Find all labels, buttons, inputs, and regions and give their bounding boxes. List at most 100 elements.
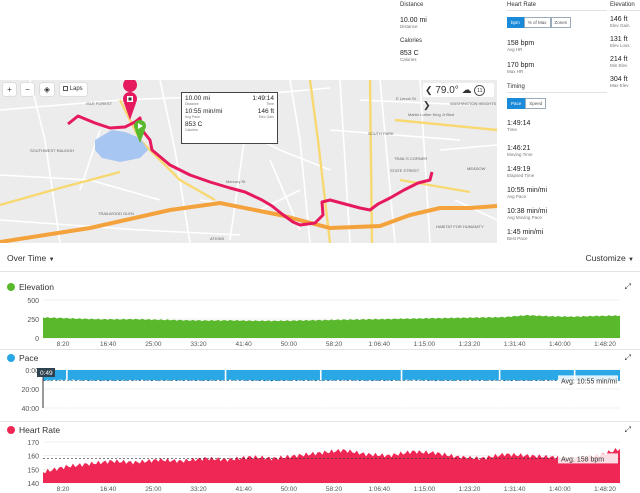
timing-row: 1:45 min/mi Best Pace — [507, 229, 607, 250]
hr-tab-percent-max[interactable]: % of Max — [523, 17, 551, 28]
place-southwest-raleigh: SOUTHWEST RALEIGH — [30, 148, 74, 153]
timing-tab-speed[interactable]: Speed — [525, 98, 547, 109]
expand-icon[interactable]: ⤢ — [624, 353, 631, 362]
pace-legend-dot — [7, 354, 15, 362]
x-tick-label: 1:40:00 — [549, 341, 571, 348]
avg-label-box — [558, 453, 618, 464]
timing-header: Timing — [507, 82, 607, 93]
elevation-chart: 500 250 0 8:20 16:40 25:00 33:20 41:40 50:00 58:2… — [27, 298, 620, 348]
timing-row: 1:46:21 Moving Time — [507, 145, 607, 166]
street-e-lenoir: E Lenoir St — [396, 96, 417, 101]
over-time-dropdown[interactable]: Over Time ▼ — [7, 253, 55, 263]
avg-pace-label: Avg Pace — [507, 194, 527, 199]
elev-loss-label: Elev Loss — [610, 43, 630, 48]
hr-tab-bpm[interactable]: bpm — [507, 17, 524, 28]
x-tick-label: 41:40 — [236, 486, 253, 493]
popup-time-label: Time — [266, 102, 274, 106]
timing-row: 1:49:19 Elapsed Time — [507, 166, 607, 187]
popup-elev-gain-label: Elev Gain — [258, 115, 274, 119]
expand-icon[interactable]: ⤢ — [624, 282, 631, 291]
x-tick-label: 50:00 — [281, 486, 298, 493]
x-tick-label: 50:00 — [281, 341, 298, 348]
x-tick-label: 1:23:20 — [459, 411, 481, 418]
divider — [0, 271, 640, 272]
zoom-out-button[interactable]: − — [21, 83, 34, 96]
cursor-badge — [37, 368, 55, 377]
laps-toggle[interactable]: Laps — [60, 83, 87, 96]
elevation-chart-title: Elevation — [7, 282, 54, 292]
caret-down-icon: ▼ — [48, 257, 55, 263]
map-summary-popup: 10.00 mi Distance 1:49:14 Time 10:55 min/m… — [181, 92, 278, 144]
elevation-header: Elevation — [610, 0, 640, 11]
x-tick-label: 25:00 — [145, 341, 162, 348]
pause-gap — [319, 370, 322, 408]
pause-gap — [400, 370, 403, 408]
popup-calories: 853 C — [185, 121, 203, 128]
chevron-right-icon[interactable]: ❯ — [423, 100, 431, 110]
x-tick-label: 1:15:00 — [413, 341, 435, 348]
x-tick-label: 8:20 — [57, 341, 70, 348]
cloud-icon: ☁ — [461, 85, 472, 96]
popup-avg-pace-label: Avg Pace — [185, 115, 200, 119]
x-tick-label: 16:40 — [100, 486, 117, 493]
customize-dropdown[interactable]: Customize ▼ — [586, 253, 634, 263]
popup-avg-pace: 10:55 min/mi — [185, 108, 223, 115]
x-tick-label: 1:31:40 — [504, 486, 526, 493]
avg-hr-value: 158 bpm — [507, 40, 535, 47]
timing-tab-pace[interactable]: Pace — [507, 98, 526, 109]
x-tick-label: 33:20 — [190, 341, 207, 348]
timing-row: 10:55 min/mi Avg Pace — [507, 187, 607, 208]
avg-moving-pace-value: 10:38 min/mi — [507, 208, 548, 215]
elapsed-time-label: Elapsed Time — [507, 173, 535, 178]
best-pace-label: Best Pace — [507, 236, 528, 241]
place-south-park: SOUTH PARK — [368, 131, 394, 136]
x-tick-label: 1:06:40 — [368, 486, 390, 493]
chevron-left-icon[interactable]: ❮ — [425, 85, 433, 95]
x-tick-label: 41:40 — [236, 411, 253, 418]
time-label: Time — [507, 127, 517, 132]
y-tick-label: 0:00 — [25, 368, 39, 375]
layers-button[interactable]: ◈ — [40, 83, 54, 96]
heart-rate-unit-toggle: bpm % of Max Zones — [507, 17, 607, 28]
popup-row: 10:55 min/mi Avg Pace 146 ft Elev Gain — [185, 108, 274, 119]
y-tick-label: 160 — [27, 454, 39, 461]
max-hr-label: Max HR — [507, 69, 524, 74]
temperature: 79.0° — [435, 85, 459, 96]
moving-time-value: 1:46:21 — [507, 145, 531, 152]
min-elev-value: 214 ft — [610, 56, 628, 63]
x-tick-label: 33:20 — [190, 411, 207, 418]
y-tick-label: 170 — [27, 440, 39, 447]
elevation-rows: 146 ft Elev Gain 131 ft Elev Loss 214 ft… — [610, 16, 640, 88]
route-map[interactable]: ISLE FOREST SOUTHWEST RALEIGH TRAILWOOD … — [0, 80, 497, 243]
start-marker-icon — [134, 120, 146, 143]
popup-row: 10.00 mi Distance 1:49:14 Time — [185, 95, 274, 106]
x-tick-label: 58:20 — [326, 341, 343, 348]
avg-moving-pace-label: Avg Moving Pace — [507, 215, 542, 220]
x-tick-label: 8:20 — [57, 411, 70, 418]
x-tick-label: 16:40 — [100, 411, 117, 418]
calories-header: Calories — [400, 38, 423, 44]
x-tick-label: 33:20 — [190, 486, 207, 493]
expand-icon[interactable]: ⤢ — [624, 425, 631, 434]
x-tick-label: 16:40 — [100, 341, 117, 348]
x-tick-label: 25:00 — [145, 411, 162, 418]
y-tick-label: 40:00 — [21, 406, 39, 413]
distance-header: Distance — [400, 2, 424, 8]
finish-marker-icon — [123, 80, 138, 120]
hr-tab-zones[interactable]: Zones — [550, 17, 572, 28]
series-area — [43, 314, 620, 338]
avg-label: Avg: 158 bpm — [561, 456, 604, 463]
timing-rows: 1:49:14 Time 1:46:21 Moving Time 1:49:19… — [507, 120, 607, 250]
x-tick-label: 1:48:20 — [594, 341, 616, 348]
x-tick-label: 1:23:20 — [459, 341, 481, 348]
heart-rate-legend-dot — [7, 426, 15, 434]
zoom-in-button[interactable]: + — [3, 83, 16, 96]
elev-loss-value: 131 ft — [610, 36, 628, 43]
popup-distance: 10.00 mi — [185, 95, 210, 102]
popup-row: 853 C Calories — [185, 121, 274, 132]
min-elev-label: Min Elev — [610, 63, 628, 68]
pace-chart-title: Pace — [7, 353, 38, 363]
street-mercury: Mercury St — [226, 179, 246, 184]
heart-rate-header: Heart Rate — [507, 0, 607, 11]
cursor-time: 0:49 — [40, 370, 53, 377]
